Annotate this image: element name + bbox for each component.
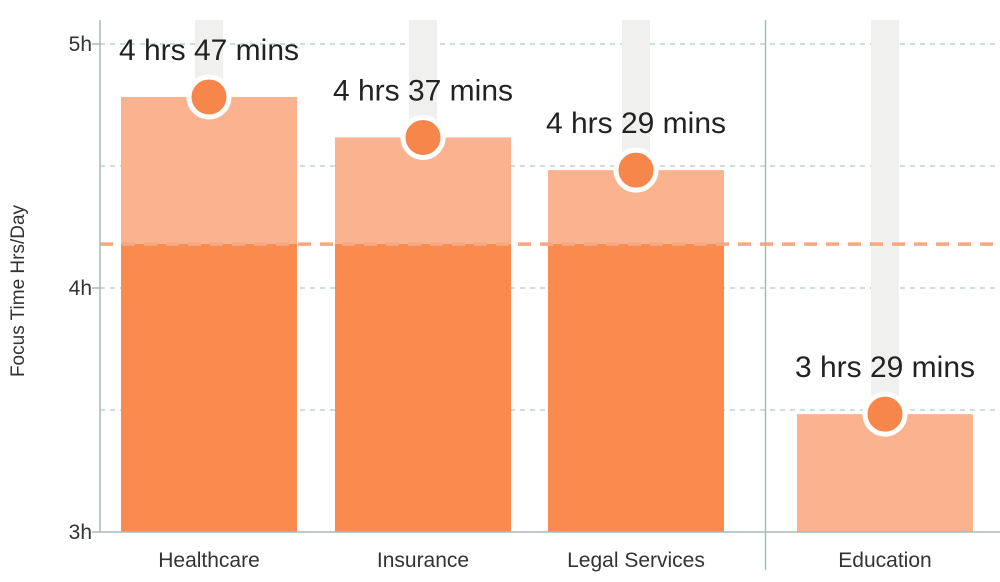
data-label: 4 hrs 37 mins — [333, 74, 513, 107]
labels: 3h 4h 5h 4 hrs 47 mins Healthcare 4 hrs 37 mi… — [69, 33, 975, 572]
x-tick-label: Healthcare — [158, 549, 260, 572]
bars — [121, 96, 973, 532]
data-label: 3 hrs 29 mins — [795, 351, 975, 384]
y-tick-label: 4h — [69, 277, 92, 300]
data-point-marker — [186, 74, 232, 120]
x-tick-label: Insurance — [377, 549, 469, 572]
bar-lower-healthcare — [121, 244, 297, 532]
bar-lower-legal-services — [548, 244, 724, 532]
data-point-marker — [400, 114, 446, 160]
data-label: 4 hrs 29 mins — [546, 107, 726, 140]
axes — [92, 20, 1000, 570]
x-tick-label: Legal Services — [567, 549, 705, 572]
data-point-marker — [613, 147, 659, 193]
x-tick-label: Education — [838, 549, 931, 572]
data-label: 4 hrs 47 mins — [119, 34, 299, 67]
bar-tracks — [195, 20, 899, 532]
y-axis-label: Focus Time Hrs/Day — [8, 204, 29, 377]
y-tick-label: 5h — [69, 33, 92, 56]
data-point-marker — [862, 391, 908, 437]
markers — [186, 74, 908, 437]
bar-lower-insurance — [335, 244, 511, 532]
y-tick-label: 3h — [69, 521, 92, 544]
